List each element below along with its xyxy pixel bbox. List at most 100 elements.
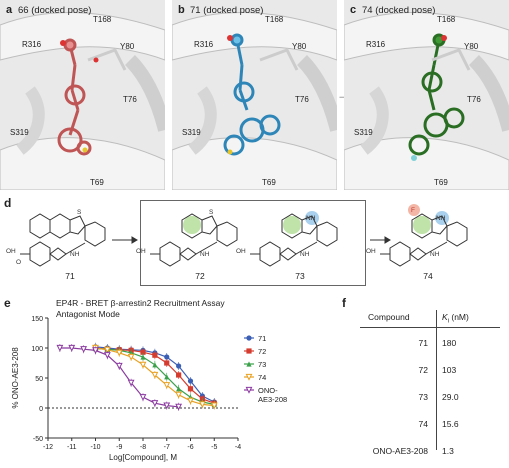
panel-title: 66 (docked pose) xyxy=(18,5,92,16)
compound-label: 72 xyxy=(195,271,205,281)
data-point xyxy=(127,379,135,387)
residue-label: T76 xyxy=(123,95,137,104)
series-74 xyxy=(92,344,218,410)
table-cell: 73 xyxy=(418,392,428,402)
data-point xyxy=(176,386,182,392)
x-tick-label: -5 xyxy=(211,444,217,451)
data-point xyxy=(151,400,159,407)
atom-label: NH xyxy=(300,251,310,258)
section-letter-d: d xyxy=(4,196,12,210)
table-cell: 29.0 xyxy=(442,392,459,402)
y-axis-label: % ONO-AE3-208 xyxy=(11,347,20,409)
column-divider xyxy=(436,310,437,450)
panel-letter: a xyxy=(6,4,13,16)
residue-label: R316 xyxy=(194,40,214,49)
data-point xyxy=(68,344,76,352)
residue-label: R316 xyxy=(366,40,386,49)
legend-entry: ONO-AE3-208 xyxy=(244,386,287,404)
table-cell: 74 xyxy=(418,419,428,429)
data-point xyxy=(103,346,111,354)
atom-label: NH xyxy=(306,215,316,222)
data-point xyxy=(127,353,135,361)
ki-table: Compound Ki (nM) 71 180 72 103 73 29.0 7… xyxy=(360,310,500,456)
residue-label: T76 xyxy=(467,95,481,104)
residue-label: Y80 xyxy=(120,42,135,51)
ligand-71 xyxy=(223,33,281,156)
residue-label: T69 xyxy=(434,178,448,187)
panel-a: a 66 (docked pose) T168 R316 Y80 T76 S31… xyxy=(0,0,165,190)
data-point xyxy=(56,344,64,352)
legend-label: 71 xyxy=(258,334,266,343)
data-point xyxy=(140,354,146,360)
x-tick-label: -4 xyxy=(235,444,241,451)
legend-label: 72 xyxy=(258,347,266,356)
dose-response-chart: -50 0 50 100 150 -12 -11 -10 -9 -8 -7 -6 -5 -4 Log[Com… xyxy=(11,316,287,462)
protein-structure-a xyxy=(0,12,165,190)
ligand-74 xyxy=(408,33,465,156)
atom-label: S xyxy=(209,209,214,216)
panel-title: 71 (docked pose) xyxy=(190,5,264,16)
table-cell: 180 xyxy=(442,338,457,348)
y-tick-label: 0 xyxy=(39,406,43,413)
table-divider xyxy=(360,327,500,328)
residue-label: S319 xyxy=(182,128,201,137)
header-ki-unit: (nM) xyxy=(449,312,469,322)
legend-marker xyxy=(246,361,252,367)
panel-c: c 74 (docked pose) T168 R316 Y80 T76 S31… xyxy=(344,0,509,190)
protein-structure-b xyxy=(172,12,337,190)
legend-entry: 74 xyxy=(244,373,266,382)
legend-label-part: ONO- xyxy=(258,386,278,395)
data-point xyxy=(175,403,183,411)
atom-label: S xyxy=(77,209,82,216)
residue-label: T69 xyxy=(262,178,276,187)
series-line xyxy=(59,347,179,408)
compound-label: 74 xyxy=(423,271,433,281)
table-cell: 103 xyxy=(442,365,457,375)
ki-table-header: Compound Ki (nM) xyxy=(360,310,500,326)
residue-label: S319 xyxy=(10,128,29,137)
data-point xyxy=(151,371,159,379)
residue-label: T69 xyxy=(90,178,104,187)
y-tick-label: 50 xyxy=(35,376,43,383)
legend-label: 74 xyxy=(258,373,266,382)
data-point xyxy=(115,362,123,370)
residue-label: S319 xyxy=(354,128,373,137)
section-letter-f: f xyxy=(342,296,346,310)
highlight-box xyxy=(140,200,366,286)
data-point xyxy=(139,361,147,369)
atom-label: OH xyxy=(366,248,376,255)
residue-label: Y80 xyxy=(292,42,307,51)
x-axis-label: Log[Compound], M xyxy=(109,453,177,462)
data-point xyxy=(164,360,170,366)
legend-label: 73 xyxy=(258,360,266,369)
x-tick-label: -6 xyxy=(187,444,193,451)
header-ki: Ki (nM) xyxy=(442,312,469,325)
table-cell: ONO-AE3-208 xyxy=(372,446,428,456)
legend-label: ONO-AE3-208 xyxy=(258,386,287,404)
ligand-66 xyxy=(57,38,92,156)
header-ki-symbol: K xyxy=(442,312,448,322)
panel-letter: b xyxy=(178,4,185,16)
x-tick-label: -8 xyxy=(140,444,146,451)
data-point xyxy=(164,354,170,360)
x-tick-label: -10 xyxy=(90,444,100,451)
residue-label: R316 xyxy=(22,40,42,49)
data-point xyxy=(92,347,99,355)
atom-label: OH xyxy=(6,248,16,255)
legend-label-part: AE3-208 xyxy=(258,395,287,404)
protein-structure-c xyxy=(344,12,509,190)
legend-entry: 72 xyxy=(244,347,266,356)
series-ONO-AE3-208 xyxy=(56,344,183,411)
legend-marker xyxy=(246,335,252,341)
data-point xyxy=(139,394,147,401)
atom-label: OH xyxy=(136,248,146,255)
y-tick-label: 150 xyxy=(31,316,43,323)
table-cell: 15.6 xyxy=(442,419,459,429)
x-tick-label: -7 xyxy=(164,444,170,451)
data-point xyxy=(187,397,194,405)
compound-label: 73 xyxy=(295,271,305,281)
data-point xyxy=(198,401,206,409)
atom-label: NH xyxy=(200,251,210,258)
data-point xyxy=(152,352,158,358)
data-point xyxy=(103,352,111,359)
